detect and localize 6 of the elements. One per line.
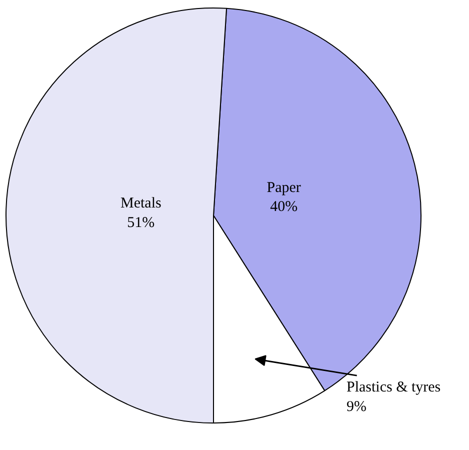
slice-label: Paper xyxy=(266,180,301,196)
data-label: 51% xyxy=(127,214,155,231)
data-label: 9% xyxy=(346,398,366,415)
slice-label: Metals xyxy=(120,196,162,212)
slice-label: Plastics & tyres xyxy=(346,380,441,396)
data-label: 40% xyxy=(270,199,298,216)
